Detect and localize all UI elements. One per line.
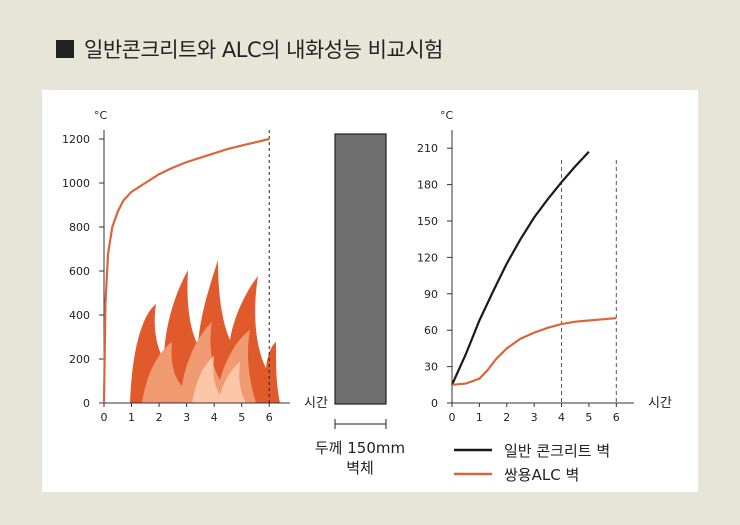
- left-x-ticks: 0 1 2 3 4 5 6: [101, 403, 273, 424]
- right-chart: °C 0 30 60 90 120 150 180 210 0 1 2 3 4 5 6 시간 일반 콘크리…: [417, 109, 672, 484]
- left-x-axis-label: 시간: [304, 396, 328, 411]
- right-series-line-0: [450, 151, 590, 386]
- flame-light-shape: [192, 356, 246, 403]
- y-tick-label: 30: [424, 361, 438, 374]
- x-tick-label: 6: [266, 411, 273, 424]
- left-unit-label: °C: [94, 109, 108, 122]
- title-square-icon: [56, 40, 74, 58]
- y-tick-label: 210: [417, 142, 438, 155]
- title-row: 일반콘크리트와 ALC의 내화성능 비교시험: [56, 34, 443, 64]
- left-y-ticks: 0 200 400 600 800 1000 1200: [62, 133, 104, 410]
- y-tick-label: 150: [417, 215, 438, 228]
- legend-label-concrete: 일반 콘크리트 벽: [504, 442, 610, 460]
- right-x-ticks: 0 1 2 3 4 5 6: [449, 403, 620, 424]
- y-tick-label: 120: [417, 251, 438, 264]
- wall-caption-line1: 두께 150mm: [315, 439, 405, 457]
- x-tick-label: 3: [531, 411, 538, 424]
- wall-caption-line2: 벽체: [346, 459, 374, 477]
- x-tick-label: 3: [183, 411, 190, 424]
- right-unit-label: °C: [440, 109, 454, 122]
- x-tick-label: 1: [476, 411, 483, 424]
- y-tick-label: 60: [424, 324, 438, 337]
- y-tick-label: 1000: [62, 177, 90, 190]
- x-tick-label: 5: [585, 411, 592, 424]
- legend: 일반 콘크리트 벽 쌍용ALC 벽: [454, 442, 610, 484]
- y-tick-label: 800: [69, 221, 90, 234]
- left-chart: °C 0 200 400 600 800 1000 1200 0 1 2 3 4 5 6 시간: [62, 109, 328, 424]
- y-tick-label: 200: [69, 353, 90, 366]
- flame-illustration: [130, 260, 280, 403]
- legend-label-alc: 쌍용ALC 벽: [504, 466, 579, 484]
- wall-rect: [334, 133, 387, 405]
- right-series-line-1: [451, 317, 617, 386]
- y-tick-label: 1200: [62, 133, 90, 146]
- wall-group: 두께 150mm 벽체: [315, 133, 405, 477]
- x-tick-label: 4: [211, 411, 218, 424]
- x-tick-label: 5: [238, 411, 245, 424]
- page-title: 일반콘크리트와 ALC의 내화성능 비교시험: [84, 38, 443, 62]
- x-tick-label: 0: [449, 411, 456, 424]
- y-tick-label: 600: [69, 265, 90, 278]
- y-tick-label: 180: [417, 179, 438, 192]
- x-tick-label: 0: [101, 411, 108, 424]
- x-tick-label: 1: [128, 411, 135, 424]
- y-tick-label: 400: [69, 309, 90, 322]
- y-tick-label: 0: [431, 397, 438, 410]
- x-tick-label: 2: [156, 411, 163, 424]
- x-tick-label: 6: [613, 411, 620, 424]
- right-y-ticks: 0 30 60 90 120 150 180 210: [417, 142, 452, 410]
- right-vlines: [561, 160, 617, 403]
- y-tick-label: 0: [83, 397, 90, 410]
- right-x-axis-label: 시간: [648, 396, 672, 411]
- left-series-line: [102, 137, 270, 404]
- x-tick-label: 2: [503, 411, 510, 424]
- x-tick-label: 4: [558, 411, 565, 424]
- y-tick-label: 90: [424, 288, 438, 301]
- right-series-lines: [450, 151, 617, 386]
